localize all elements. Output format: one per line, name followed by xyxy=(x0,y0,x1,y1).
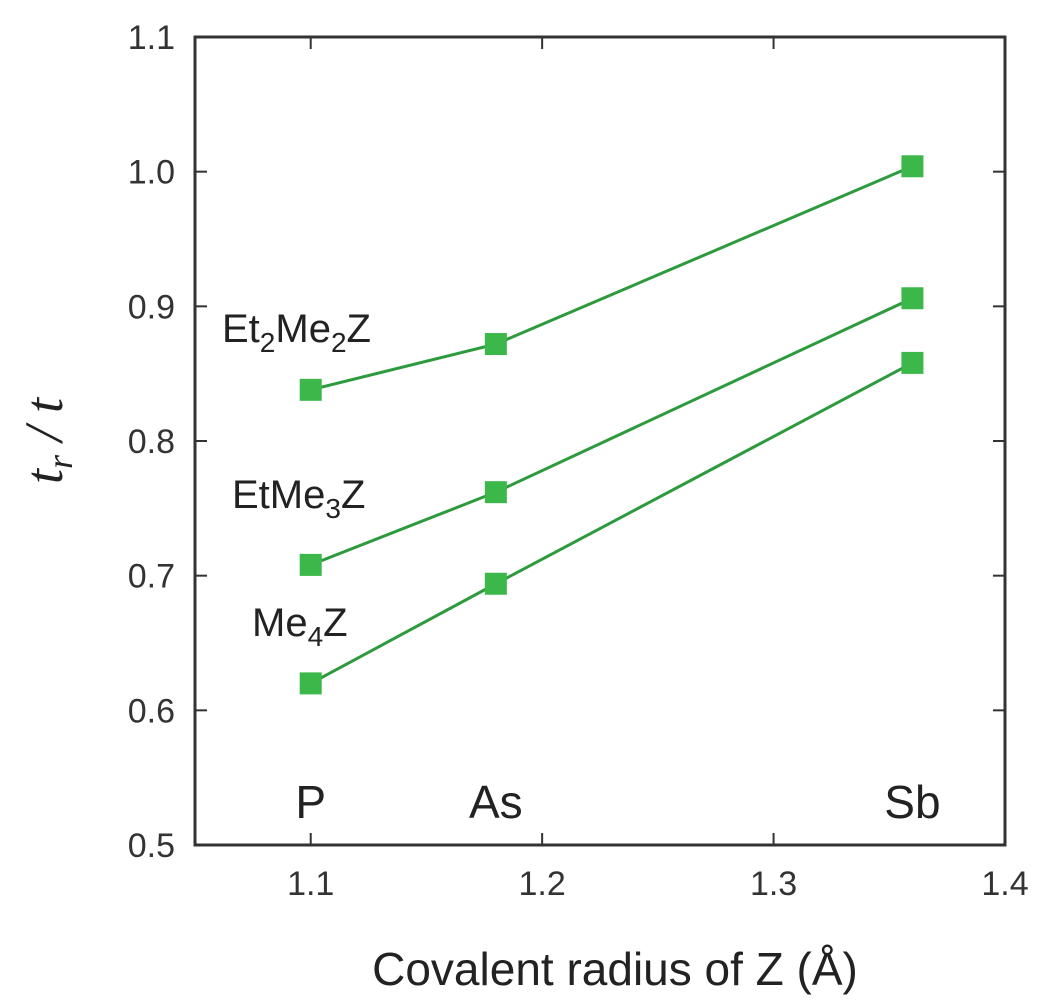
series-label-subscript: 4 xyxy=(308,621,324,652)
x-tick-label: 1.2 xyxy=(519,865,566,903)
data-point-marker xyxy=(484,481,507,504)
element-label: P xyxy=(295,776,326,828)
y-tick-label: 0.8 xyxy=(128,423,175,461)
y-axis-title-rest: / t xyxy=(14,396,74,455)
data-point-marker xyxy=(299,378,322,401)
series-line xyxy=(310,164,914,392)
series-label: EtMe3Z xyxy=(232,473,365,524)
data-point-marker xyxy=(299,672,322,695)
series-label-part: Me xyxy=(275,307,331,351)
data-point-marker xyxy=(901,155,924,178)
series-line xyxy=(310,296,914,567)
series-line xyxy=(310,361,914,685)
series-markers xyxy=(299,155,924,695)
data-point-marker xyxy=(901,351,924,374)
x-tick-label: 1.4 xyxy=(981,865,1028,903)
series-label: Et2Me2Z xyxy=(222,307,371,358)
series-lines xyxy=(310,164,914,685)
series-label-part: EtMe xyxy=(232,473,325,517)
series-label-subscript: 2 xyxy=(260,327,276,358)
y-tick-label: 1.1 xyxy=(128,19,175,57)
series-label: Me4Z xyxy=(252,601,348,652)
x-axis-title: Covalent radius of Z (Å) xyxy=(372,943,858,995)
x-tick-label: 1.3 xyxy=(750,865,797,903)
data-point-marker xyxy=(484,333,507,356)
y-tick-label: 0.9 xyxy=(128,288,175,326)
series-label-part: Z xyxy=(323,601,347,645)
y-tick-label: 0.5 xyxy=(128,827,175,865)
series-label-subscript: 3 xyxy=(325,493,341,524)
data-point-marker xyxy=(484,572,507,595)
plot-frame xyxy=(193,35,1007,847)
data-point-marker xyxy=(901,287,924,310)
y-tick-label: 0.7 xyxy=(128,558,175,596)
series-label-part: Me xyxy=(252,601,308,645)
y-tick-label: 1.0 xyxy=(128,154,175,192)
series-label-part: Z xyxy=(347,307,371,351)
series-label-part: Z xyxy=(341,473,365,517)
axis-ticks: 0.5 0.6 0.7 0.8 0.9 1.0 1.1 1.1 1.2 1.3 1.4 xyxy=(128,19,1029,903)
x-tick-label: 1.1 xyxy=(287,865,334,903)
element-label: As xyxy=(469,776,523,828)
series-label-subscript: 2 xyxy=(331,327,347,358)
y-tick-label: 0.6 xyxy=(128,692,175,730)
element-labels: P As Sb xyxy=(295,776,940,828)
y-axis-title-main: t xyxy=(14,467,74,484)
y-axis-title-sub: r xyxy=(40,454,80,469)
series-label-part: Et xyxy=(222,307,260,351)
element-label: Sb xyxy=(884,776,940,828)
y-axis-title: tr / t xyxy=(14,396,80,484)
data-point-marker xyxy=(299,553,322,576)
